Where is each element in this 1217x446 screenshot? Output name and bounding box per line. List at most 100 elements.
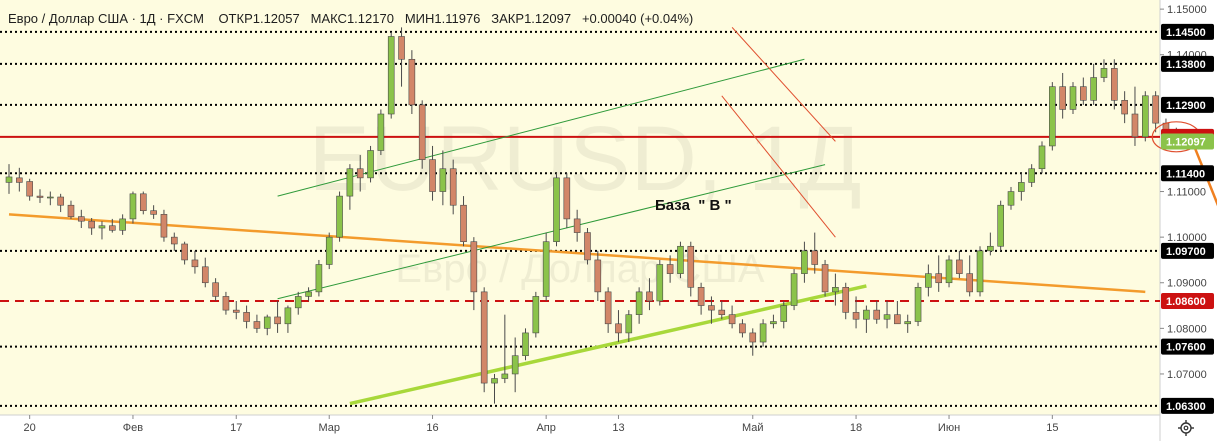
candle[interactable] [263, 314, 271, 336]
candle[interactable] [1069, 82, 1077, 115]
candle[interactable] [181, 241, 188, 265]
candle[interactable] [852, 296, 860, 329]
candle[interactable] [987, 232, 994, 256]
candle[interactable] [325, 232, 333, 270]
candle[interactable] [697, 282, 705, 315]
candle[interactable] [1152, 91, 1159, 133]
symbol-title[interactable]: Евро / Доллар США · 1Д · FXCM [8, 11, 204, 26]
trendline-lime[interactable] [349, 284, 867, 406]
candle[interactable] [253, 314, 261, 333]
candle[interactable] [976, 246, 984, 297]
candle[interactable] [480, 287, 488, 393]
candle[interactable] [160, 209, 168, 242]
candle[interactable] [687, 241, 695, 297]
candle[interactable] [1100, 59, 1108, 83]
candle[interactable] [212, 278, 219, 301]
candle[interactable] [759, 319, 767, 347]
candle[interactable] [842, 282, 850, 320]
candle[interactable] [491, 373, 498, 404]
candle[interactable] [387, 31, 395, 119]
candle[interactable] [191, 250, 199, 274]
candle[interactable] [367, 145, 374, 183]
candle[interactable] [604, 287, 612, 333]
candle[interactable] [790, 269, 798, 311]
candle[interactable] [1090, 63, 1097, 105]
candle[interactable] [1049, 82, 1056, 151]
candle[interactable] [863, 305, 870, 333]
candle[interactable] [1059, 72, 1066, 119]
candle[interactable] [718, 300, 726, 320]
candle[interactable] [635, 287, 643, 324]
candle[interactable] [615, 310, 622, 343]
candle[interactable] [139, 191, 147, 215]
candle[interactable] [780, 300, 788, 329]
trendline-down-lower[interactable] [721, 95, 836, 238]
candle[interactable] [935, 255, 943, 292]
candle[interactable] [945, 255, 953, 288]
candle[interactable] [284, 305, 292, 333]
candle[interactable] [1111, 59, 1118, 110]
candle[interactable] [1131, 86, 1139, 146]
candle[interactable] [563, 173, 571, 229]
candle[interactable] [1028, 164, 1035, 187]
candle[interactable] [36, 189, 44, 203]
candle[interactable] [243, 305, 250, 329]
candle[interactable] [553, 173, 560, 247]
candle[interactable] [449, 159, 457, 215]
candle[interactable] [336, 191, 343, 242]
candle[interactable] [1038, 141, 1046, 174]
candle[interactable] [222, 291, 230, 315]
candle[interactable] [5, 164, 13, 194]
candle[interactable] [232, 300, 240, 320]
candle[interactable] [894, 300, 901, 325]
candle[interactable] [315, 259, 323, 297]
candle[interactable] [57, 193, 64, 213]
candle[interactable] [356, 155, 364, 192]
candle[interactable] [511, 337, 519, 393]
candle[interactable] [666, 255, 674, 283]
candle[interactable] [801, 241, 808, 283]
candle[interactable] [1007, 186, 1015, 210]
candle[interactable] [832, 273, 839, 306]
trendline-down-upper[interactable] [731, 27, 836, 142]
trendline-channel-upper[interactable] [277, 58, 805, 197]
candle[interactable] [873, 300, 881, 324]
candle[interactable] [501, 314, 509, 384]
candle[interactable] [656, 259, 664, 306]
candle[interactable] [1018, 173, 1025, 201]
candle[interactable] [1080, 77, 1087, 105]
candle[interactable] [67, 200, 75, 219]
candle[interactable] [408, 50, 416, 115]
candle[interactable] [346, 164, 354, 210]
candle[interactable] [646, 278, 653, 311]
candle[interactable] [439, 150, 447, 206]
candle[interactable] [925, 264, 932, 297]
candle[interactable] [418, 100, 426, 169]
candle[interactable] [16, 167, 23, 192]
candle[interactable] [594, 250, 602, 301]
candle[interactable] [625, 310, 633, 343]
candle[interactable] [584, 228, 591, 265]
candle[interactable] [997, 200, 1004, 251]
candle[interactable] [770, 314, 777, 329]
candle[interactable] [88, 217, 95, 235]
candle[interactable] [708, 296, 715, 324]
candle[interactable] [109, 218, 116, 233]
candle[interactable] [914, 282, 922, 327]
candle[interactable] [811, 232, 819, 274]
candle[interactable] [429, 145, 436, 201]
candle[interactable] [904, 314, 912, 333]
candle[interactable] [956, 250, 963, 279]
candle[interactable] [398, 27, 405, 87]
candle[interactable] [26, 178, 33, 201]
candle[interactable] [821, 259, 829, 297]
candle[interactable] [966, 255, 973, 297]
candle[interactable] [119, 214, 126, 235]
candle[interactable] [377, 109, 385, 156]
candle[interactable] [470, 237, 478, 311]
candle[interactable] [150, 205, 157, 219]
candle[interactable] [274, 300, 281, 333]
forecast-arrow[interactable] [1191, 141, 1217, 241]
candle[interactable] [78, 209, 85, 229]
